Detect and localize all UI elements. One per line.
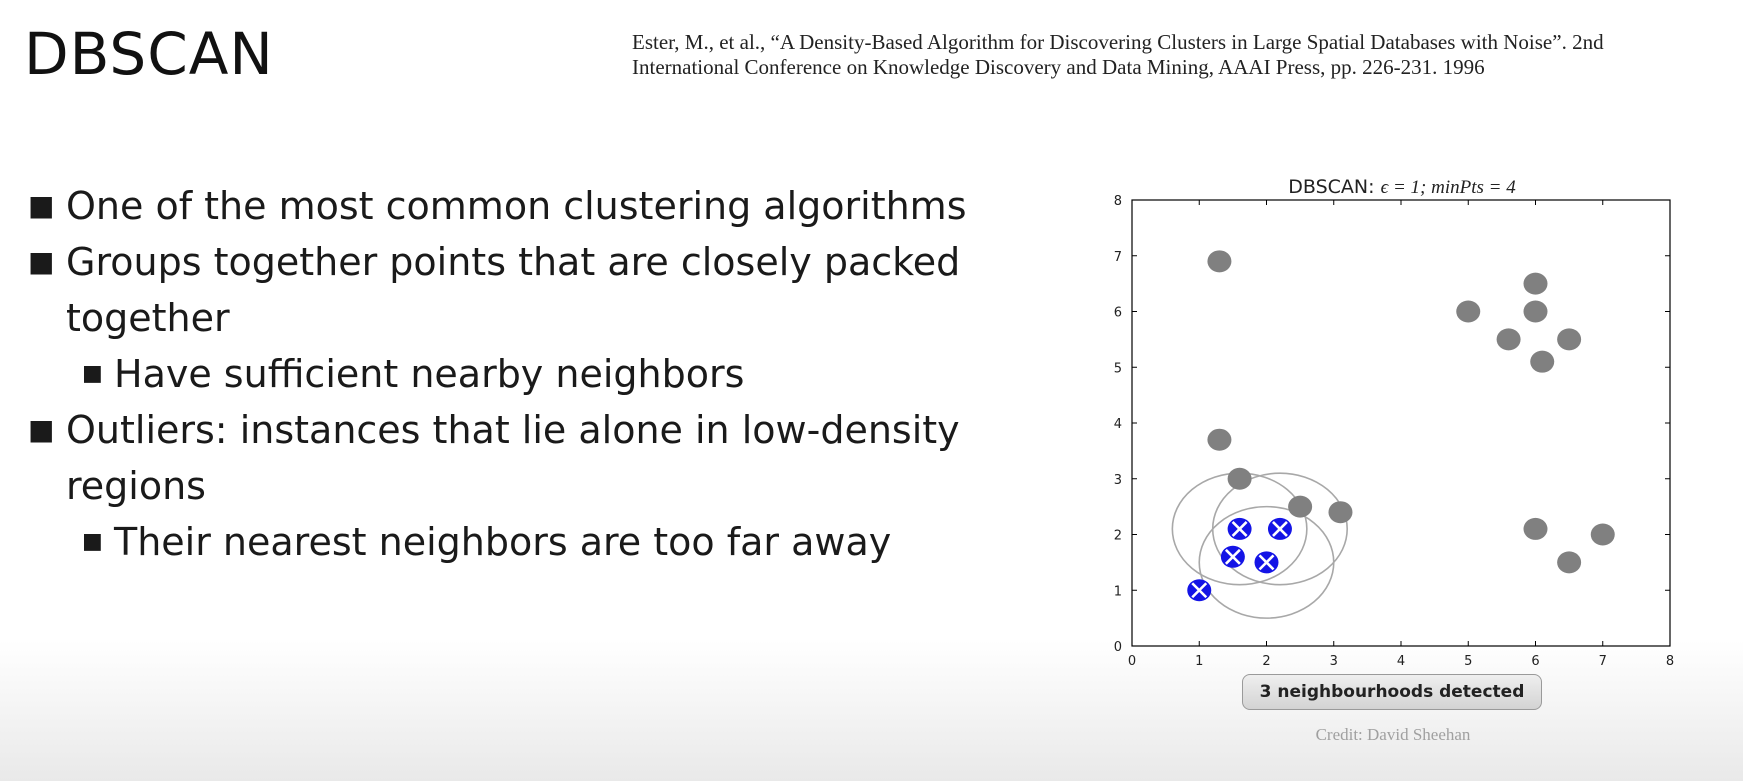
x-tick-label: 5 — [1464, 654, 1472, 668]
data-point — [1207, 428, 1232, 451]
x-tick-label: 6 — [1531, 654, 1539, 668]
data-point — [1207, 250, 1232, 273]
chart-title-formula: ϵ = 1; minPts = 4 — [1381, 177, 1517, 198]
visited-point-cross — [1272, 521, 1288, 537]
credit-text: Credit: David Sheehan — [1315, 725, 1471, 744]
bullet-item: ■ One of the most common clustering algo… — [26, 178, 1046, 234]
data-point — [1523, 300, 1548, 323]
bullet-list: ■ One of the most common clustering algo… — [26, 178, 1046, 570]
data-point — [1557, 551, 1582, 574]
x-tick-label: 7 — [1599, 654, 1607, 668]
bullet-text: Have sufficient nearby neighbors — [114, 352, 745, 396]
data-point — [1288, 495, 1313, 518]
bullet-text: Groups together points that are closely … — [66, 240, 961, 340]
bullet-item: ■ Groups together points that are closel… — [26, 234, 1046, 346]
sub-bullet-item: ■ Have sufficient nearby neighbors — [26, 346, 1046, 402]
neighbourhood-circle — [1198, 505, 1335, 619]
data-point — [1456, 300, 1481, 323]
chart-title-prefix: DBSCAN: — [1288, 176, 1380, 198]
bullet-item: ■ Outliers: instances that lie alone in … — [26, 402, 1046, 514]
bullet-marker: ■ — [28, 413, 55, 446]
citation-line-2: International Conference on Knowledge Di… — [632, 55, 1485, 79]
y-tick-label: 1 — [1114, 584, 1122, 599]
data-point — [1328, 501, 1353, 524]
data-point — [1590, 523, 1615, 546]
slide-title: DBSCAN — [24, 20, 274, 88]
bullet-text: Outliers: instances that lie alone in lo… — [66, 408, 960, 508]
visited-point-cross — [1258, 554, 1275, 571]
sub-bullet-item: ■ Their nearest neighbors are too far aw… — [26, 514, 1046, 570]
bullet-marker: ■ — [28, 189, 55, 222]
bullet-text: One of the most common clustering algori… — [66, 184, 967, 228]
data-point — [1530, 350, 1555, 373]
dbscan-scatter-chart: DBSCAN: ϵ = 1; minPts = 4 0 1 2 3 4 5 6 7 8 0 1 2 3 4… — [1114, 176, 1674, 668]
y-tick-label: 6 — [1114, 306, 1122, 321]
visited-point-cross — [1224, 548, 1241, 565]
y-tick-label: 5 — [1114, 361, 1122, 376]
x-tick-label: 3 — [1330, 654, 1338, 668]
data-point — [1523, 517, 1548, 540]
y-tick-label: 7 — [1114, 250, 1122, 265]
y-tick-label: 0 — [1114, 640, 1122, 655]
bullet-marker: ■ — [82, 529, 103, 554]
data-point — [1496, 328, 1521, 351]
x-tick-label: 0 — [1128, 654, 1136, 668]
data-point — [1227, 467, 1252, 490]
neighbourhoods-detected-button[interactable]: 3 neighbourhoods detected — [1242, 674, 1542, 710]
plot-frame — [1131, 199, 1671, 647]
bullet-text: Their nearest neighbors are too far away — [114, 520, 892, 564]
visited-point-cross — [1231, 521, 1248, 537]
y-tick-label: 4 — [1114, 417, 1122, 432]
bullet-marker: ■ — [82, 361, 103, 386]
chart-title: DBSCAN: ϵ = 1; minPts = 4 — [1288, 176, 1516, 198]
citation: Ester, M., et al., “A Density-Based Algo… — [632, 30, 1712, 80]
y-tick-label: 2 — [1114, 529, 1122, 544]
x-tick-label: 1 — [1195, 654, 1203, 668]
bullet-marker: ■ — [28, 245, 55, 278]
x-tick-label: 4 — [1397, 654, 1405, 668]
y-tick-label: 8 — [1114, 194, 1122, 209]
x-tick-label: 2 — [1262, 654, 1270, 668]
data-point — [1557, 328, 1582, 351]
y-tick-label: 3 — [1114, 473, 1122, 488]
visited-point-cross — [1191, 582, 1208, 599]
citation-line-1: Ester, M., et al., “A Density-Based Algo… — [632, 30, 1604, 54]
dbscan-chart-panel: DBSCAN: ϵ = 1; minPts = 4 0 1 2 3 4 5 6 7 8 0 1 2 3 4… — [1090, 168, 1690, 744]
data-point — [1523, 272, 1548, 295]
x-tick-label: 8 — [1666, 654, 1674, 668]
